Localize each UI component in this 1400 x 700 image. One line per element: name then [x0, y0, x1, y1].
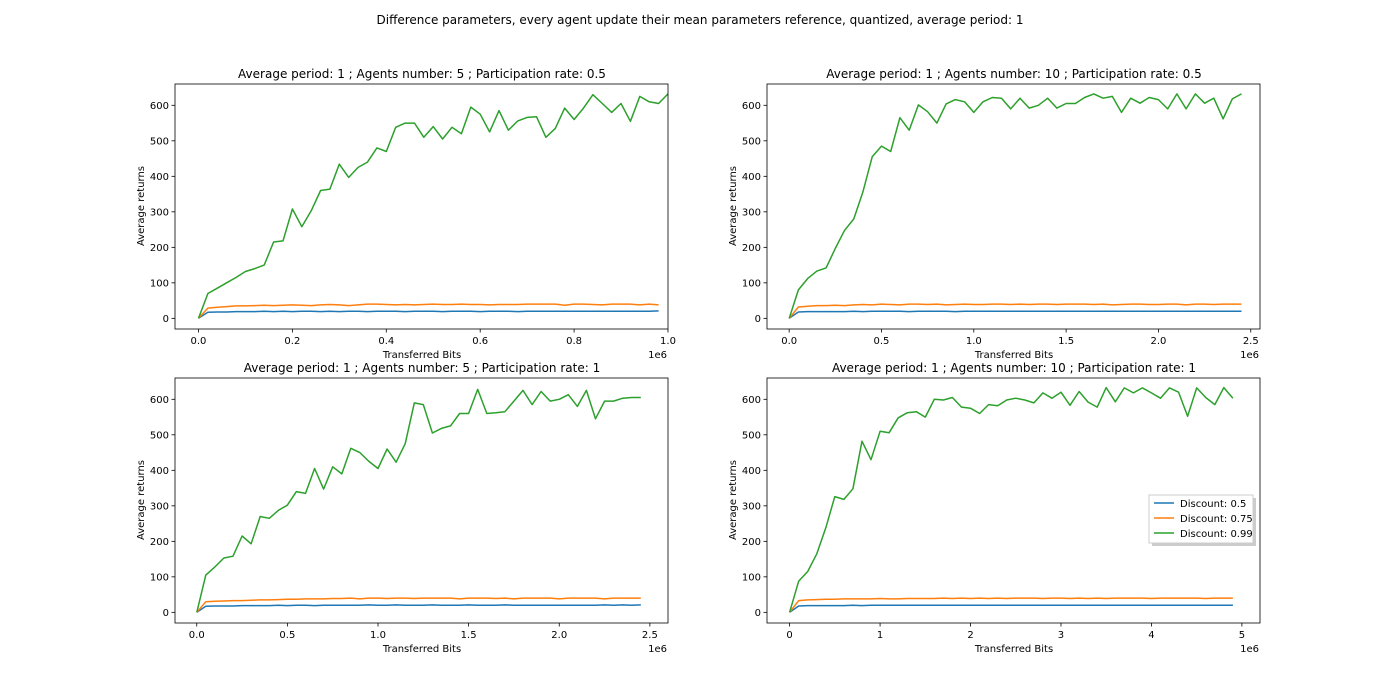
figure-suptitle: Difference parameters, every agent updat… [377, 13, 1024, 27]
plot-area-1: 0.0 0.2 0.4 0.6 0.8 1.0 0 100 200 300 400 500 600 [150, 83, 676, 347]
y-tick-label: 0 [163, 314, 169, 325]
plot-area-2: 0.0 0.5 1.0 1.5 2.0 2.5 0 100 200 300 400 500 600 [742, 83, 1261, 347]
x-tick-label: 4 [1148, 630, 1154, 641]
series-line-discount-0.99 [196, 388, 641, 613]
x-tick-label: 2 [967, 630, 973, 641]
chart-title: Average period: 1 ; Agents number: 5 ; P… [238, 67, 606, 81]
chart-title: Average period: 1 ; Agents number: 10 ; … [832, 361, 1196, 375]
x-tick-label: 1 [877, 630, 883, 641]
y-tick-label: 300 [150, 501, 169, 512]
x-tick-label: 0.0 [189, 630, 205, 641]
y-tick-label: 0 [163, 608, 169, 619]
x-tick-label: 0 [786, 630, 792, 641]
y-axis-label: Average returns [136, 166, 147, 246]
x-axis-label: Transferred Bits [974, 644, 1053, 655]
y-tick-label: 400 [150, 466, 169, 477]
y-axis-label: Average returns [728, 166, 739, 246]
series-line-discount-0.5 [196, 604, 641, 613]
x-tick-label: 1.0 [370, 630, 386, 641]
x-axis-label: Transferred Bits [382, 644, 461, 655]
x-tick-label: 0.0 [781, 336, 797, 347]
y-tick-label: 0 [755, 314, 761, 325]
y-axis-label: Average returns [728, 460, 739, 540]
axes-frame [766, 377, 1261, 624]
x-tick-label: 0.0 [191, 336, 207, 347]
series-line-discount-0.75 [197, 303, 659, 319]
y-tick-label: 600 [742, 101, 761, 112]
x-tick-label: 0.2 [284, 336, 300, 347]
series-line-discount-0.99 [788, 386, 1234, 613]
plot-area-3: 0.0 0.5 1.0 1.5 2.0 2.5 0 100 200 300 400 500 600 [150, 377, 669, 641]
legend-label: Discount: 0.5 [1180, 499, 1246, 510]
chart-legend: Discount: 0.5 Discount: 0.75 Discount: 0… [1148, 494, 1256, 546]
x-tick-label: 0.5 [279, 630, 295, 641]
x-tick-label: 2.0 [1150, 336, 1166, 347]
y-tick-label: 100 [742, 278, 761, 289]
x-offset-label: 1e6 [648, 350, 667, 361]
chart-panel-1: Average period: 1 ; Agents number: 5 ; P… [136, 67, 667, 361]
y-tick-label: 500 [742, 136, 761, 147]
legend-label: Discount: 0.75 [1180, 514, 1253, 525]
x-tick-label: 0.5 [874, 336, 890, 347]
x-tick-label: 0.4 [378, 336, 394, 347]
x-tick-label: 2.0 [551, 630, 567, 641]
y-tick-label: 0 [755, 608, 761, 619]
y-tick-label: 200 [150, 243, 169, 254]
x-offset-label: 1e6 [1240, 350, 1259, 361]
series-line-discount-0.99 [197, 93, 669, 319]
legend-label: Discount: 0.99 [1180, 529, 1253, 540]
y-tick-label: 500 [150, 136, 169, 147]
y-tick-label: 300 [742, 207, 761, 218]
x-tick-label: 0.6 [472, 336, 488, 347]
y-tick-label: 100 [742, 572, 761, 583]
y-tick-label: 400 [150, 172, 169, 183]
axes-frame [174, 83, 669, 330]
x-tick-label: 2.5 [642, 630, 658, 641]
axes-frame [174, 377, 669, 624]
y-tick-label: 600 [150, 395, 169, 406]
y-tick-label: 600 [742, 395, 761, 406]
x-offset-label: 1e6 [1240, 644, 1259, 655]
x-tick-label: 3 [1058, 630, 1064, 641]
y-tick-label: 100 [150, 572, 169, 583]
y-tick-label: 300 [150, 207, 169, 218]
y-tick-label: 600 [150, 101, 169, 112]
x-axis-label: Transferred Bits [382, 350, 461, 361]
chart-title: Average period: 1 ; Agents number: 5 ; P… [244, 361, 600, 375]
y-tick-label: 100 [150, 278, 169, 289]
x-tick-label: 2.5 [1243, 336, 1259, 347]
x-tick-label: 1.5 [1058, 336, 1074, 347]
axes-frame [766, 83, 1261, 330]
x-axis-label: Transferred Bits [974, 350, 1053, 361]
series-line-discount-0.5 [789, 604, 1233, 613]
chart-panel-4: Average period: 1 ; Agents number: 10 ; … [728, 361, 1259, 655]
y-tick-label: 200 [150, 537, 169, 548]
series-line-discount-0.5 [788, 310, 1242, 319]
series-line-discount-0.5 [198, 310, 659, 319]
x-tick-label: 5 [1239, 630, 1245, 641]
chart-panel-2: Average period: 1 ; Agents number: 10 ; … [728, 67, 1259, 361]
series-line-discount-0.99 [788, 93, 1242, 319]
y-axis-label: Average returns [136, 460, 147, 540]
y-tick-label: 200 [742, 243, 761, 254]
y-tick-label: 400 [742, 466, 761, 477]
chart-panel-3: Average period: 1 ; Agents number: 5 ; P… [136, 361, 667, 655]
y-tick-label: 500 [742, 430, 761, 441]
x-tick-label: 0.8 [566, 336, 582, 347]
y-tick-label: 200 [742, 537, 761, 548]
y-tick-label: 500 [150, 430, 169, 441]
y-tick-label: 400 [742, 172, 761, 183]
series-line-discount-0.75 [788, 303, 1242, 319]
x-tick-label: 1.0 [660, 336, 676, 347]
series-line-discount-0.75 [196, 597, 641, 613]
x-tick-label: 1.5 [461, 630, 477, 641]
x-offset-label: 1e6 [648, 644, 667, 655]
series-line-discount-0.75 [789, 597, 1233, 613]
y-tick-label: 300 [742, 501, 761, 512]
x-tick-label: 1.0 [966, 336, 982, 347]
plot-area-4: 0 1 2 3 4 5 0 100 200 300 400 500 600 [742, 377, 1261, 641]
chart-title: Average period: 1 ; Agents number: 10 ; … [826, 67, 1202, 81]
